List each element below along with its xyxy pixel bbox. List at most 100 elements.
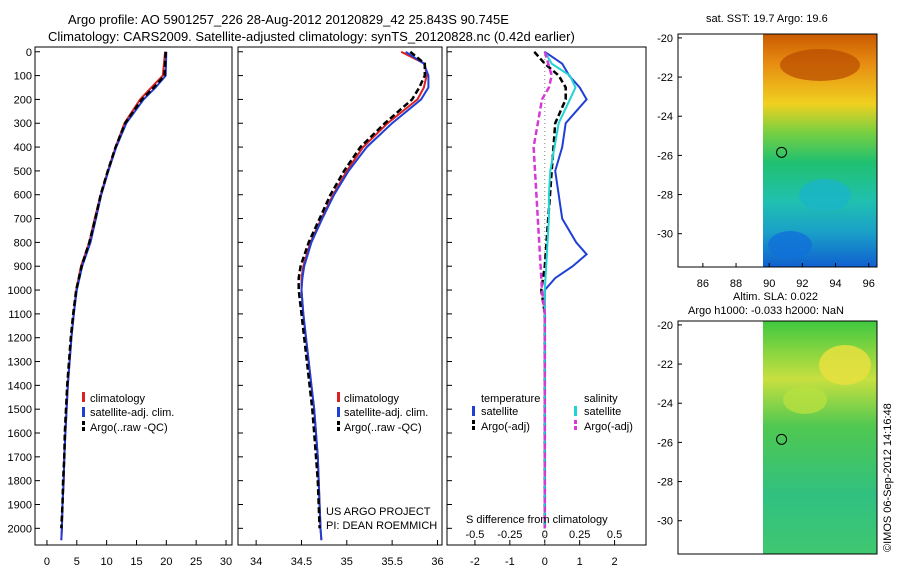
y-tick-label: 500 (14, 166, 32, 178)
x-tick-label: 36 (431, 556, 443, 568)
x-tick-label: 10 (101, 556, 113, 568)
x-tick-label: 5 (74, 556, 80, 568)
x-tick-label: 0 (44, 556, 50, 568)
sst-warm-patch (780, 49, 860, 81)
legend-sal-argo-label: Argo(-adj) (584, 421, 633, 433)
sst-cool-patch (799, 179, 851, 211)
legend-satellite-swatch (82, 407, 85, 417)
y-tick-label: 400 (14, 142, 32, 154)
x-tick-label: 34.5 (291, 556, 312, 568)
x-tick-label-salinity: 0.5 (607, 529, 622, 541)
series-argo-raw-qc- (60, 51, 167, 529)
sla-map-subtitle: Argo h1000: -0.033 h2000: NaN (688, 305, 844, 317)
series-salinity-argo-adj- (532, 51, 553, 529)
y-tick-label: 1500 (8, 404, 32, 416)
sla-mid-patch (783, 386, 827, 414)
legend-climatology-swatch (82, 392, 85, 402)
x-tick-label: 34 (250, 556, 262, 568)
lat-tick-label: -30 (657, 229, 673, 241)
temperature-panel (34, 46, 233, 546)
difference-plot: -2 -1 0 1 2 -0.5 -0.25 0 0.25 0.5 (447, 47, 622, 568)
series-salinity-satellite (543, 51, 577, 529)
header-line-1: Argo profile: AO 5901257_226 28-Aug-2012… (68, 12, 509, 27)
y-tick-label: 1400 (8, 380, 32, 392)
legend-argo-label: Argo(..raw -QC) (90, 422, 168, 434)
sst-cold-patch (768, 231, 812, 259)
lat-tick-label: -22 (657, 359, 673, 371)
imos-watermark: ©IMOS 06-Sep-2012 14:16:48 (882, 403, 894, 552)
x-tick-label-salinity: -0.25 (497, 529, 522, 541)
pi-annotation: PI: DEAN ROEMMICH (326, 520, 437, 532)
header-line-2: Climatology: CARS2009. Satellite-adjuste… (48, 29, 575, 44)
x-tick-label-salinity: 0.25 (569, 529, 590, 541)
y-tick-label: 100 (14, 71, 32, 83)
lat-tick-label: -26 (657, 150, 673, 162)
y-tick-label: 300 (14, 118, 32, 130)
lat-tick-label: -24 (657, 398, 673, 410)
x-tick-label-salinity: -0.5 (465, 529, 484, 541)
y-tick-label: 1800 (8, 476, 32, 488)
y-tick-label: 1000 (8, 285, 32, 297)
lat-tick-label: -20 (657, 33, 673, 45)
y-tick-label: 1300 (8, 357, 32, 369)
x-tick-label: 2 (612, 556, 618, 568)
legend-sal-satellite-swatch (574, 406, 577, 416)
y-tick-label: 0 (26, 47, 32, 59)
x-tick-label: 30 (220, 556, 232, 568)
sst-map-title: sat. SST: 19.7 Argo: 19.6 (706, 13, 828, 25)
argo-position-marker (776, 433, 788, 445)
temperature-legend: climatology satellite-adj. clim. Argo(..… (82, 392, 174, 434)
lat-tick-label: -20 (657, 320, 673, 332)
project-annotation: US ARGO PROJECT (326, 506, 431, 518)
sla-map-title: Altim. SLA: 0.022 (733, 291, 818, 303)
legend-temp-argo-label: Argo(-adj) (481, 421, 530, 433)
y-tick-label: 1700 (8, 452, 32, 464)
legend-sal-satellite-label: satellite (584, 406, 621, 418)
series-satellite-adj-clim- (300, 50, 430, 541)
y-tick-label: 700 (14, 214, 32, 226)
difference-legend: temperature salinity satellite Argo(-adj… (466, 393, 633, 526)
y-tick-label: 1900 (8, 499, 32, 511)
legend-satellite-label: satellite-adj. clim. (90, 407, 174, 419)
series-temperature-satellite (543, 50, 589, 529)
lat-tick-label: -28 (657, 190, 673, 202)
x-tick-label: 35 (341, 556, 353, 568)
legend-satellite-swatch (337, 407, 340, 417)
argo-position-marker (776, 146, 788, 158)
lat-tick-label: -24 (657, 111, 673, 123)
x-tick-label: 35.5 (381, 556, 402, 568)
x-tick-label: 1 (577, 556, 583, 568)
legend-temp-satellite-label: satellite (481, 406, 518, 418)
x-tick-label-salinity: 0 (542, 529, 548, 541)
x-tick-label: 15 (130, 556, 142, 568)
salinity-legend: climatology satellite-adj. clim. Argo(..… (326, 392, 437, 532)
y-tick-label: 200 (14, 94, 32, 106)
legend-climatology-swatch (337, 392, 340, 402)
lat-tick-label: -22 (657, 72, 673, 84)
sst-map-frame (677, 33, 878, 268)
sla-map: Altim. SLA: 0.022 Argo h1000: -0.033 h20… (657, 291, 878, 555)
lat-tick-label: -28 (657, 477, 673, 489)
y-tick-label: 800 (14, 237, 32, 249)
salinity-panel (237, 46, 443, 546)
salinity-plot: 34 34.5 35 35.5 36 (238, 50, 444, 568)
lon-tick-label: 88 (730, 278, 742, 290)
sla-high-patch (819, 345, 871, 385)
legend-temp-satellite-swatch (472, 406, 475, 416)
series-climatology (300, 50, 428, 541)
legend-climatology-label: climatology (90, 393, 146, 405)
lon-tick-label: 86 (697, 278, 709, 290)
lat-tick-label: -30 (657, 516, 673, 528)
y-tick-label: 1100 (8, 309, 32, 321)
x-tick-label: 20 (160, 556, 172, 568)
x-tick-label: 25 (190, 556, 202, 568)
temperature-plot: 0100200300400500600700800900100011001200… (8, 47, 233, 568)
y-tick-label: 2000 (8, 523, 32, 535)
legend-temperature-header: temperature (481, 393, 540, 405)
sla-map-frame (677, 320, 878, 555)
y-tick-label: 600 (14, 190, 32, 202)
lon-tick-label: 96 (863, 278, 875, 290)
series-argo-raw-qc- (297, 50, 427, 529)
legend-argo-label: Argo(..raw -QC) (344, 422, 422, 434)
